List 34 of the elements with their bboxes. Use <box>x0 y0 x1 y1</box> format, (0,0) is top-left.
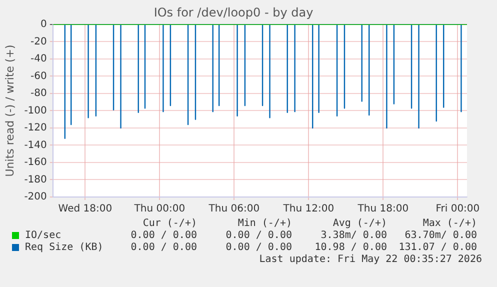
x-tick-label: Fri 00:00 <box>436 204 480 215</box>
text: 0.00 / 0.00 <box>224 230 292 241</box>
text: 0.00 / 0.00 <box>130 242 197 253</box>
y-tick-label: 0 <box>40 18 47 30</box>
y-tick-label: -200 <box>24 192 47 203</box>
y-tick-label: -100 <box>24 105 47 116</box>
text: Last update: Fri May 22 00:35:27 2026 <box>258 254 482 265</box>
x-tick-label: Thu 00:00 <box>133 204 186 215</box>
text: Max (-/+) <box>422 218 477 229</box>
text: Cur (-/+) <box>142 218 197 229</box>
chart-title: IOs for /dev/loop0 - by day <box>154 5 314 20</box>
x-tick-label: Wed 18:00 <box>58 204 112 215</box>
x-tick-label: Thu 18:00 <box>356 204 409 215</box>
text: 0.00 / 0.00 <box>130 230 197 241</box>
text: 63.70m/ 0.00 <box>404 230 477 241</box>
legend-label: Req Size (KB) <box>25 242 104 253</box>
y-tick-label: -160 <box>24 157 47 168</box>
x-tick-label: Thu 12:00 <box>282 204 334 215</box>
text: Avg (-/+) <box>332 218 387 229</box>
y-tick-label: -40 <box>30 54 47 65</box>
text: 3.38m/ 0.00 <box>320 230 387 241</box>
text: 131.07 / 0.00 <box>398 242 477 253</box>
y-tick-label: -80 <box>30 88 47 100</box>
x-tick-label: Thu 06:00 <box>208 204 260 215</box>
y-tick-label: -120 <box>24 122 47 134</box>
text: 10.98 / 0.00 <box>314 242 387 253</box>
text: Min (-/+) <box>236 218 292 229</box>
y-axis-title: Units read (-) / write (+) <box>3 44 16 177</box>
text: 0.00 / 0.00 <box>224 242 292 253</box>
y-tick-label: -20 <box>30 36 47 48</box>
y-tick-label: -140 <box>24 140 47 151</box>
y-tick-label: -180 <box>24 174 47 186</box>
legend-label: IO/sec <box>25 230 62 241</box>
y-tick-label: -60 <box>30 70 47 82</box>
